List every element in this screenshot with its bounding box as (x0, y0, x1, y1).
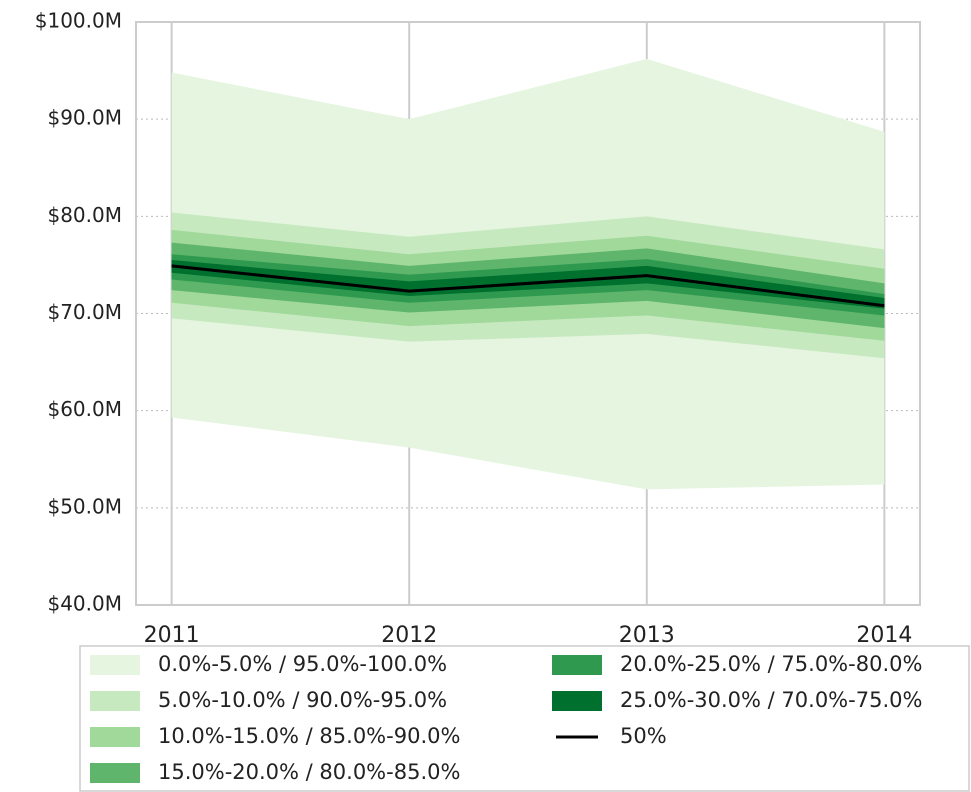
x-tick-label: 2014 (856, 623, 912, 648)
median-line (171, 264, 885, 308)
x-tick-label: 2011 (144, 623, 200, 648)
y-tick-label: $60.0M (47, 397, 122, 421)
legend-swatch (552, 691, 602, 711)
y-tick-label: $40.0M (47, 592, 122, 616)
legend-box (79, 645, 970, 792)
y-tick-label: $90.0M (47, 106, 122, 130)
legend-label: 20.0%-25.0% / 75.0%-80.0% (620, 652, 922, 676)
y-tick-label: $50.0M (47, 494, 122, 518)
legend-swatch (90, 727, 140, 747)
x-tick-label: 2013 (619, 623, 675, 648)
legend-label: 25.0%-30.0% / 70.0%-75.0% (620, 688, 922, 712)
y-tick-label: $100.0M (35, 9, 122, 33)
legend-label: 50% (620, 724, 667, 748)
legend-swatch (90, 655, 140, 675)
legend-label: 0.0%-5.0% / 95.0%-100.0% (158, 652, 447, 676)
y-tick-label: $80.0M (47, 203, 122, 227)
legend-swatch (90, 691, 140, 711)
legend-label: 15.0%-20.0% / 80.0%-85.0% (158, 760, 460, 784)
x-tick-label: 2012 (381, 623, 437, 648)
plot-frame (135, 21, 921, 606)
legend-label: 10.0%-15.0% / 85.0%-90.0% (158, 724, 460, 748)
y-tick-label: $70.0M (47, 300, 122, 324)
legend-label: 5.0%-10.0% / 90.0%-95.0% (158, 688, 447, 712)
legend-swatch (90, 763, 140, 783)
legend-swatch (552, 655, 602, 675)
